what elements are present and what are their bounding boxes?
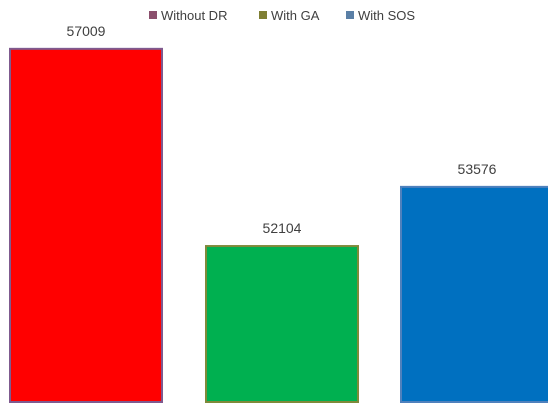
data-label-1: 57009 (67, 23, 106, 39)
bar-without-dr (9, 47, 163, 403)
legend-label-2: With GA (271, 8, 320, 23)
bar-with-ga (205, 245, 359, 403)
legend-swatch-1 (149, 11, 157, 19)
legend-swatch-3 (346, 11, 354, 19)
data-labels-group: 57009 52104 53576 (67, 23, 497, 236)
bar-with-sos (400, 185, 548, 403)
legend-label-3: With SOS (358, 8, 415, 23)
bars-group (9, 47, 548, 403)
chart-legend: Without DR With GA With SOS (149, 8, 415, 23)
legend-label-1: Without DR (161, 8, 227, 23)
legend-swatch-2 (259, 11, 267, 19)
data-label-3: 53576 (458, 161, 497, 177)
data-label-2: 52104 (263, 220, 302, 236)
